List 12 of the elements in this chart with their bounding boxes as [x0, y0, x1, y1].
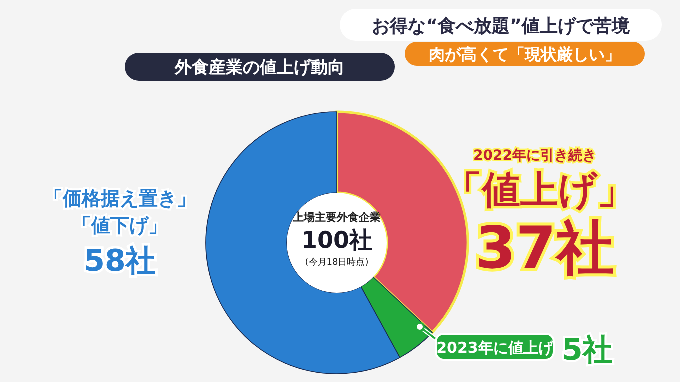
chart-title: 外食産業の値上げ動向: [174, 58, 345, 78]
text: お得な“食べ放題”値上げで苦境: [372, 16, 630, 37]
data-label: 5社: [562, 333, 613, 368]
text: (今月18日時点): [305, 257, 369, 268]
data-label: 37社: [476, 214, 614, 282]
text: 100社: [301, 228, 373, 254]
slice-label: 2022年に引き続き「値上げ」: [444, 148, 636, 212]
text: 肉が高くて「現状厳しい」: [429, 45, 621, 64]
data-label: 58社: [84, 244, 156, 279]
legend-label: 2023年に値上げ: [436, 339, 554, 357]
slice-label: 「価格据え置き」「値下げ」: [44, 188, 196, 237]
text: 上場主要外食企業: [292, 211, 381, 224]
